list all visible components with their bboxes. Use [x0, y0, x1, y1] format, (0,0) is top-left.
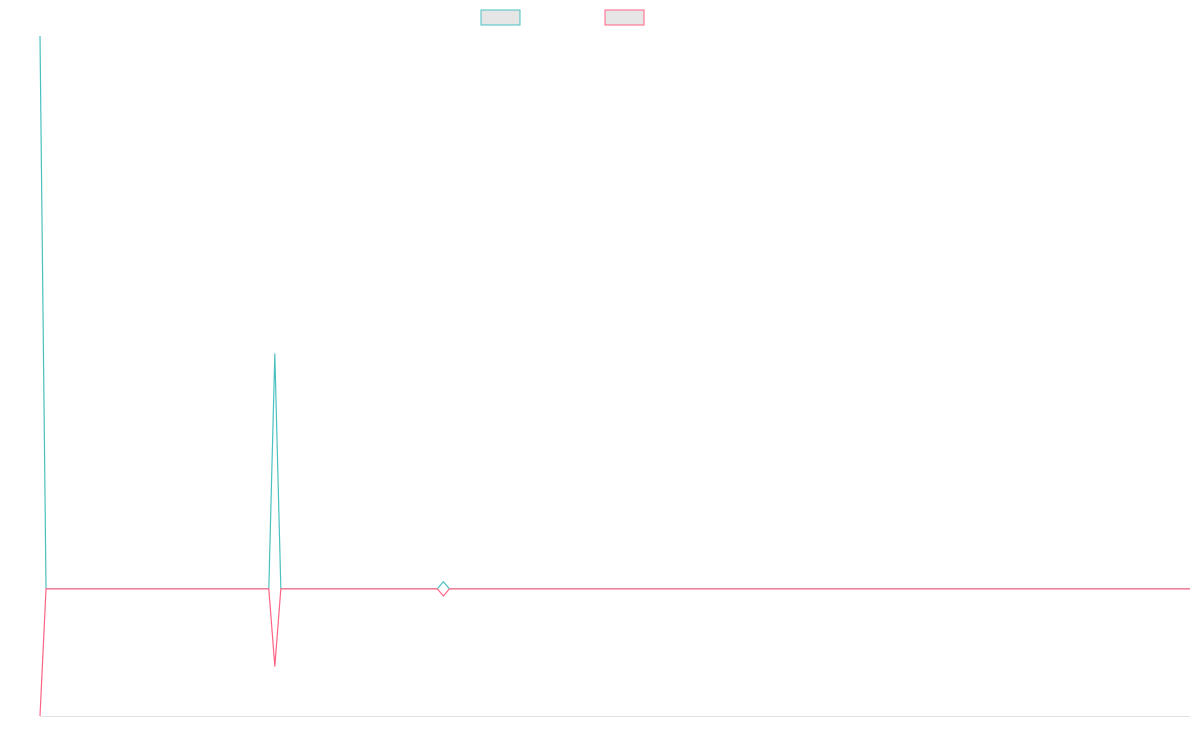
line-series	[39, 588, 1190, 717]
legend-swatch[interactable]	[480, 9, 521, 26]
line-series	[39, 35, 1190, 590]
legend-swatch[interactable]	[604, 9, 645, 26]
